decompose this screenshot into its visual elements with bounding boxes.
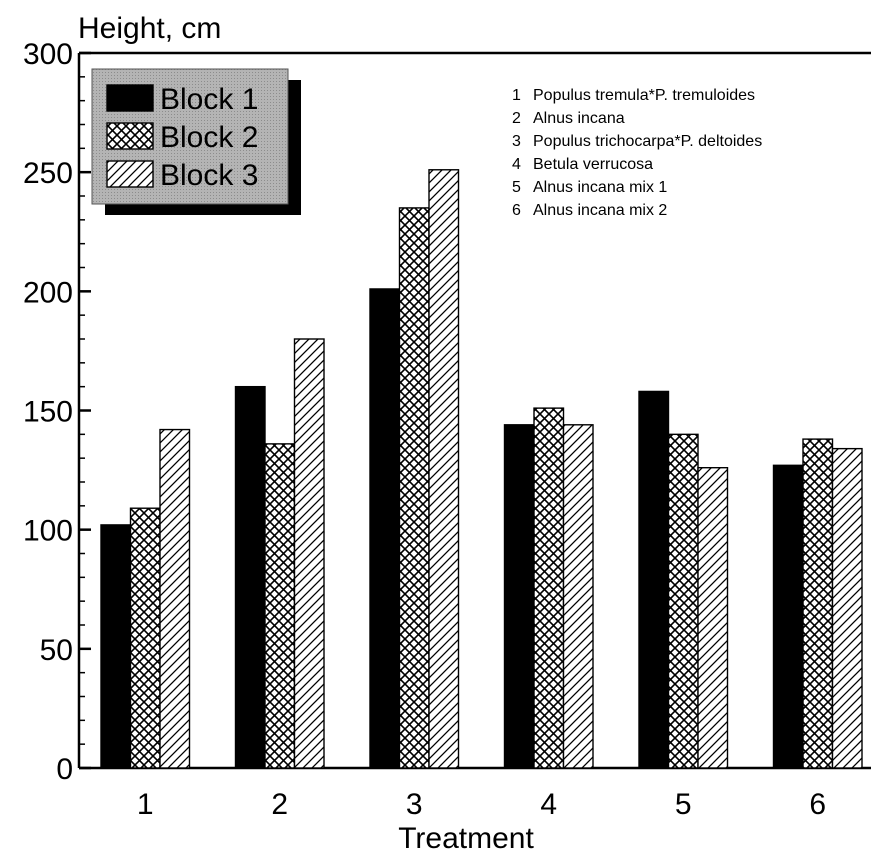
y-tick-label: 50 [40,634,73,667]
x-axis-title: Treatment [398,822,534,855]
treatment-key-number: 5 [512,179,521,196]
bar-block-3-treatment-2 [293,338,325,769]
legend: Block 1 Block 2 Block 3 [91,68,301,215]
y-tick-label: 150 [23,396,73,429]
x-tick-label: 1 [137,788,154,821]
legend-swatch [106,84,154,112]
x-tick-label: 2 [271,788,288,821]
bar-block-1-treatment-5 [638,390,670,769]
treatment-key-name: Alnus incana mix 1 [533,179,667,196]
treatment-key-name: Alnus incana [533,110,625,127]
treatment-key-name: Alnus incana mix 2 [533,202,667,219]
legend-label: Block 3 [160,159,258,192]
legend-label: Block 2 [160,121,258,154]
bar-block-3-treatment-1 [159,428,191,769]
bar-block-2-treatment-1 [129,507,161,769]
bar-block-2-treatment-5 [667,433,699,769]
y-tick-label: 250 [23,157,73,190]
bar-block-3-treatment-5 [697,467,729,769]
bars [100,169,863,769]
bar-block-1-treatment-2 [234,385,266,769]
treatment-key-number: 2 [512,110,521,127]
treatment-key: 1 Populus tremula*P. tremuloides 2 Alnus in… [512,87,762,219]
y-ticks: 0 50 100 150 200 250 300 [23,38,91,786]
x-ticks: 1 2 3 4 5 6 [137,788,826,821]
y-tick-label: 300 [23,38,73,71]
treatment-key-name: Populus tremula*P. tremuloides [533,87,755,104]
x-tick-label: 3 [406,788,423,821]
bar-block-2-treatment-4 [533,407,565,769]
bar-block-2-treatment-3 [398,207,430,769]
x-tick-label: 4 [540,788,557,821]
x-tick-label: 5 [675,788,692,821]
y-tick-label: 100 [23,515,73,548]
y-tick-label: 200 [23,276,73,309]
bar-block-2-treatment-6 [802,438,834,769]
treatment-key-number: 1 [512,87,521,104]
y-axis-title: Height, cm [78,12,221,45]
treatment-key-name: Betula verrucosa [533,156,653,173]
treatment-key-number: 3 [512,133,521,150]
bar-block-3-treatment-6 [831,447,863,769]
legend-swatch [106,160,154,188]
bar-block-3-treatment-3 [428,169,460,769]
treatment-key-number: 6 [512,202,521,219]
treatment-key-name: Populus trichocarpa*P. deltoides [533,133,762,150]
legend-label: Block 1 [160,83,258,116]
bar-block-1-treatment-1 [100,524,132,769]
x-tick-label: 6 [809,788,826,821]
bar-block-1-treatment-6 [772,464,804,769]
bar-block-1-treatment-4 [503,424,535,769]
y-tick-label: 0 [56,753,73,786]
legend-swatch [106,122,154,150]
treatment-key-number: 4 [512,156,521,173]
bar-block-1-treatment-3 [369,288,401,769]
bar-block-2-treatment-2 [264,443,296,769]
bar-block-3-treatment-4 [562,424,594,769]
